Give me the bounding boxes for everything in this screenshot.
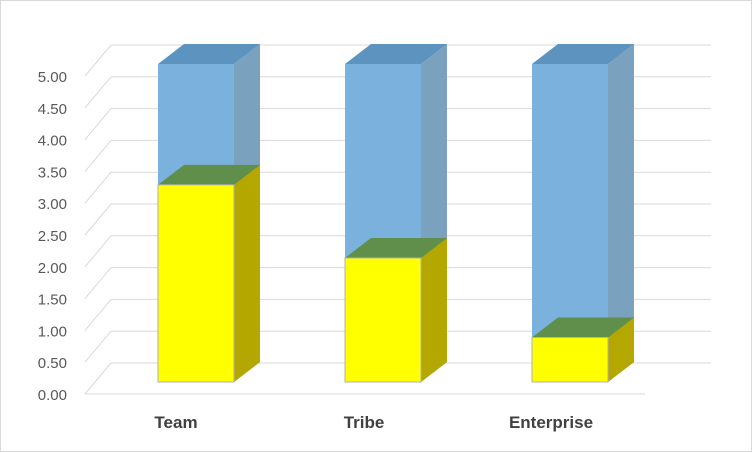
y-tick-label: 5.00 <box>38 69 67 86</box>
y-axis-tick-labels: 0.00 0.50 1.00 1.50 2.00 2.50 3.00 3.50 4.00 4.50… <box>38 69 67 404</box>
bar-front-side <box>234 164 260 382</box>
gridline-diagonal <box>84 299 112 331</box>
gridline-diagonal <box>84 171 112 204</box>
bar-back <box>532 64 608 382</box>
y-tick-label: 2.50 <box>38 228 67 245</box>
gridline-diagonal <box>84 108 112 140</box>
category-label: Enterprise <box>509 413 593 432</box>
x-axis-category-labels: Team Tribe Enterprise <box>154 413 593 432</box>
bar-front <box>531 336 609 383</box>
y-tick-label: 3.00 <box>38 196 67 213</box>
bar-front-top <box>158 164 260 185</box>
category-label: Tribe <box>344 413 385 432</box>
gridline-diagonal <box>84 203 112 236</box>
bars <box>157 44 634 383</box>
y-tick-label: 0.00 <box>38 387 67 404</box>
bar-back-top <box>345 44 447 64</box>
bar-front-top <box>532 317 634 338</box>
y-tick-label: 4.00 <box>38 133 67 150</box>
y-tick-label: 2.00 <box>38 260 67 277</box>
gridline-diagonal <box>84 362 112 395</box>
bar-front <box>157 184 235 383</box>
bar-front <box>344 257 422 383</box>
bar-front-side <box>608 317 634 382</box>
gridline-diagonal <box>84 140 112 172</box>
gridline-diagonal <box>84 44 112 77</box>
y-tick-label: 1.50 <box>38 292 67 309</box>
bar-back-side <box>608 44 634 382</box>
gridline-diagonal <box>84 330 112 363</box>
y-tick-label: 3.50 <box>38 164 67 181</box>
y-tick-label: 4.50 <box>38 101 67 118</box>
gridline-diagonal <box>84 76 112 109</box>
y-tick-label: 0.50 <box>38 355 67 372</box>
bar-back-top <box>532 44 634 64</box>
category-label: Team <box>154 413 197 432</box>
gridline-diagonal <box>84 267 112 299</box>
gridline-diagonal <box>84 235 112 268</box>
bar-front-top <box>345 237 447 258</box>
bar-back-top <box>158 44 260 64</box>
y-tick-label: 1.00 <box>38 323 67 340</box>
bar-front-side <box>421 237 447 382</box>
